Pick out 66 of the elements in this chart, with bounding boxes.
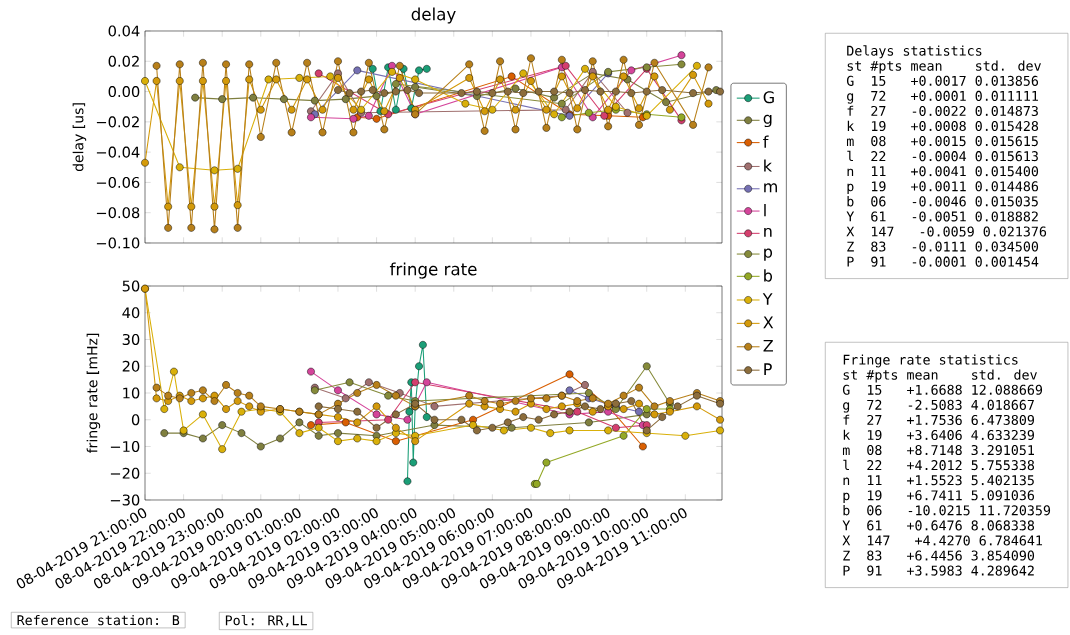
text: f 27 +1.7536 6.473809 [843,414,1034,425]
legend-label: b [764,269,773,282]
y-axis-title: fringe rate [mHz] [86,333,101,454]
y-tick-label: −0.10 [96,237,140,249]
y-tick-label: −0.08 [96,207,140,219]
text: Reference station: B [17,614,180,626]
y-tick-label: −20 [110,467,140,479]
text: k 19 +0.0008 0.015428 [847,120,1039,132]
legend-label: n [764,227,772,237]
legend-label: Y [762,293,773,305]
y-tick-label: −0.06 [96,176,140,188]
y-tick-label: 40 [122,307,140,319]
legend-label: l [764,203,766,217]
chart-title: delay [411,7,456,24]
text: b 06 -0.0046 0.015035 [847,196,1038,207]
text: G 15 +1.6688 12.088669 [842,384,1043,395]
y-tick-label: 50 [122,280,140,292]
text: Y 61 +0.6476 8.068338 [842,520,1035,531]
text: p 19 +6.7411 5.091036 [843,490,1035,503]
text: Delays statistics [847,45,982,59]
y-tick-label: 0.02 [108,55,139,67]
text: f 27 -0.0022 0.014873 [847,105,1038,117]
y-tick-label: −0.02 [96,116,139,128]
text: Y 61 -0.0051 0.018882 [846,211,1038,222]
text: X 147 +4.4270 6.784641 [842,535,1043,546]
y-tick-label: −10 [110,440,140,453]
text: b 06 -10.0215 11.720359 [843,505,1051,516]
text: l 22 -0.0004 0.015613 [847,150,1038,162]
y-tick-label: 0.00 [108,86,140,98]
text: Z 83 -0.0111 0.034500 [847,241,1039,252]
legend-label: k [764,159,772,172]
text: P 91 +3.5983 4.289642 [843,565,1034,576]
y-tick-label: 20 [122,360,140,372]
y-axis-title: delay [us] [72,103,87,172]
legend-label: G [763,91,774,104]
legend-label: X [763,316,774,329]
legend-label: f [763,135,769,148]
text: G 15 +0.0017 0.013856 [846,75,1039,86]
text: g 72 -2.5083 4.018667 [843,399,1034,413]
text: st #pts mean std. dev [843,369,1037,383]
text: Fringe rate statistics [843,354,1018,368]
legend-label: Z [763,339,773,352]
legend-label: g [763,114,772,128]
y-tick-label: 10 [123,387,140,399]
text: Z 83 +6.4456 3.854090 [843,550,1035,561]
text: m 08 +8.7148 3.291051 [842,445,1034,456]
y-tick-label: −0.04 [96,146,140,158]
legend-label: P [764,363,772,375]
text: n 11 +0.0041 0.015400 [847,166,1039,177]
text: st #pts mean std. dev [847,60,1041,74]
text: X 147 -0.0059 0.021376 [846,226,1047,237]
text: P 91 -0.0001 0.001454 [847,256,1039,267]
legend-label: m [764,183,777,193]
y-tick-label: 30 [122,333,140,346]
text: Pol: RR,LL [225,614,307,627]
text: g 72 +0.0001 0.011111 [847,90,1039,104]
y-tick-label: −30 [110,494,140,506]
text: n 11 +1.5523 5.402135 [843,475,1034,486]
y-tick-label: 0 [131,414,140,426]
y-tick-label: 0.04 [108,25,140,37]
text: l 22 +4.2012 5.755338 [843,459,1035,471]
text: p 19 +0.0011 0.014486 [847,181,1039,194]
text: k 19 +3.6406 4.633239 [843,429,1034,441]
legend-label: p [764,248,773,261]
chart-title: fringe rate [389,262,477,279]
text: m 08 +0.0015 0.015615 [846,136,1038,147]
